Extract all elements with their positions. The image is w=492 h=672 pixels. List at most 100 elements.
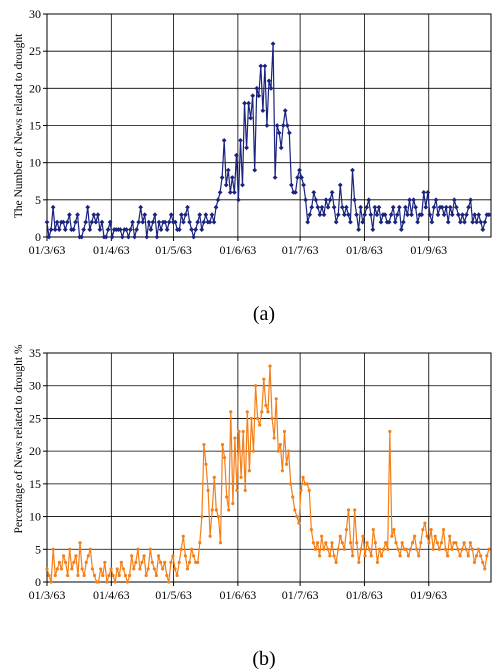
data-point bbox=[421, 528, 425, 532]
x-tick-label: 01/4/63 bbox=[93, 243, 130, 257]
data-point bbox=[233, 152, 239, 158]
data-point bbox=[449, 212, 455, 218]
data-point bbox=[398, 227, 404, 232]
data-point bbox=[382, 547, 386, 551]
data-point bbox=[415, 219, 421, 225]
data-point bbox=[417, 554, 421, 558]
data-point bbox=[144, 573, 148, 578]
data-point bbox=[408, 547, 413, 551]
data-point bbox=[366, 197, 372, 203]
data-point bbox=[295, 175, 300, 180]
data-point bbox=[266, 410, 270, 414]
data-point bbox=[179, 547, 183, 551]
data-point bbox=[123, 573, 128, 578]
data-point bbox=[272, 175, 278, 180]
data-point bbox=[354, 212, 359, 218]
data-point bbox=[262, 63, 268, 69]
y-tick-label: 30 bbox=[29, 379, 41, 393]
data-point bbox=[392, 219, 398, 225]
data-point bbox=[193, 227, 199, 232]
data-point bbox=[103, 560, 107, 564]
data-point bbox=[453, 204, 459, 210]
data-point bbox=[63, 560, 68, 564]
data-point bbox=[227, 190, 233, 195]
data-point bbox=[166, 219, 172, 225]
data-point bbox=[210, 508, 214, 512]
data-point bbox=[221, 137, 227, 143]
y-tick-label: 30 bbox=[29, 7, 41, 21]
data-point bbox=[346, 212, 351, 218]
data-point bbox=[229, 410, 233, 414]
data-point bbox=[146, 219, 152, 225]
data-point bbox=[407, 197, 412, 203]
data-point bbox=[132, 234, 137, 240]
data-point bbox=[362, 212, 368, 218]
data-point bbox=[446, 554, 450, 558]
data-point bbox=[142, 554, 146, 558]
data-point bbox=[168, 212, 174, 218]
data-point bbox=[274, 397, 278, 401]
data-point bbox=[286, 130, 292, 136]
data-point bbox=[254, 85, 260, 91]
data-point bbox=[89, 219, 95, 225]
data-point bbox=[175, 573, 179, 578]
data-point bbox=[374, 212, 380, 218]
y-tick-label: 5 bbox=[35, 193, 41, 207]
data-point bbox=[287, 449, 291, 453]
data-point bbox=[464, 212, 469, 218]
data-point bbox=[427, 541, 431, 545]
data-point bbox=[88, 547, 92, 551]
data-point bbox=[361, 534, 365, 538]
data-point bbox=[216, 514, 221, 519]
data-point bbox=[288, 182, 294, 188]
data-point bbox=[476, 212, 482, 218]
data-point bbox=[357, 560, 361, 564]
data-point bbox=[183, 554, 187, 558]
data-point bbox=[375, 560, 380, 564]
x-tick-label: 01/5/63 bbox=[155, 588, 192, 602]
data-point bbox=[203, 212, 209, 218]
data-point bbox=[325, 204, 331, 210]
data-point bbox=[451, 197, 457, 203]
data-point bbox=[441, 528, 446, 532]
data-point bbox=[280, 469, 285, 473]
data-point bbox=[396, 204, 402, 210]
data-point bbox=[303, 197, 309, 203]
data-point bbox=[394, 212, 400, 218]
data-point bbox=[93, 219, 99, 225]
data-point bbox=[445, 219, 451, 225]
data-point bbox=[466, 204, 471, 210]
data-point bbox=[392, 528, 396, 532]
data-point bbox=[319, 204, 325, 210]
data-point bbox=[138, 567, 142, 571]
data-point bbox=[258, 63, 264, 69]
data-point bbox=[450, 547, 454, 551]
data-point bbox=[415, 547, 419, 551]
data-point bbox=[458, 554, 462, 558]
data-point bbox=[165, 573, 169, 578]
data-point bbox=[214, 508, 218, 512]
data-point bbox=[109, 567, 113, 571]
data-point bbox=[202, 443, 206, 447]
data-point bbox=[425, 190, 431, 195]
y-tick-label: 15 bbox=[29, 119, 41, 133]
data-point bbox=[241, 429, 245, 434]
data-point bbox=[335, 212, 341, 218]
data-point bbox=[163, 560, 167, 564]
data-point bbox=[162, 219, 168, 225]
y-tick-label: 0 bbox=[35, 575, 41, 589]
data-point bbox=[217, 190, 223, 195]
y-tick-label: 20 bbox=[29, 81, 41, 95]
data-point bbox=[79, 234, 85, 240]
data-point bbox=[462, 219, 467, 225]
data-point bbox=[270, 41, 276, 47]
data-point bbox=[455, 212, 461, 218]
data-point bbox=[62, 227, 68, 232]
data-point bbox=[209, 212, 215, 218]
data-point bbox=[427, 212, 433, 218]
data-point bbox=[309, 204, 315, 210]
data-point bbox=[256, 93, 262, 99]
data-point bbox=[246, 100, 252, 106]
data-point bbox=[101, 573, 105, 578]
data-point bbox=[297, 167, 302, 173]
